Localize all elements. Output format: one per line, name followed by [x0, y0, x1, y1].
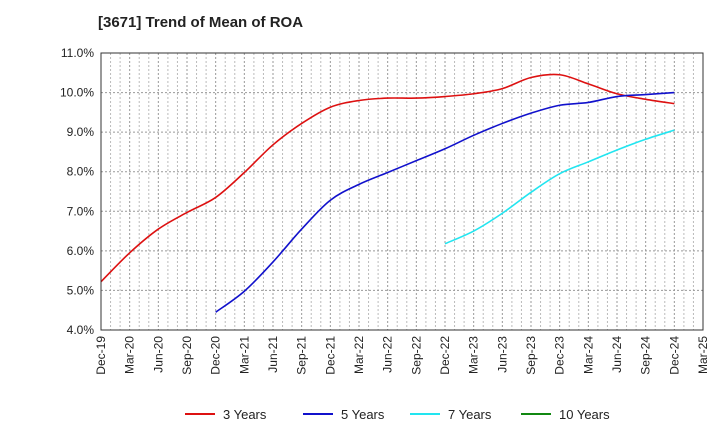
series-line-7-years — [444, 129, 675, 245]
chart-title: [3671] Trend of Mean of ROA — [98, 14, 304, 31]
legend-label: 10 Years — [559, 407, 610, 422]
x-tick-label: Mar-24 — [581, 336, 595, 374]
y-tick-label: 11.0% — [61, 46, 94, 60]
series-lines — [100, 73, 675, 313]
x-tick-labels: Dec-19 Mar-20 Jun-20 Sep-20 Dec-20 Mar-21 Jun-… — [94, 336, 710, 375]
legend-item-10-years: 10 Years — [521, 407, 610, 422]
x-tick-label: Dec-22 — [438, 336, 452, 375]
x-tick-label: Mar-21 — [237, 336, 251, 374]
x-tick-label: Dec-21 — [323, 336, 337, 375]
x-tick-label: Mar-23 — [467, 336, 481, 374]
y-tick-label: 4.0% — [67, 323, 95, 337]
x-tick-label: Dec-24 — [667, 336, 681, 375]
x-tick-label: Jun-21 — [266, 336, 280, 373]
plot-frame — [100, 52, 704, 331]
x-tick-label: Mar-20 — [123, 336, 137, 374]
x-tick-label: Sep-23 — [524, 336, 538, 375]
x-tick-label: Mar-25 — [696, 336, 710, 374]
series-line-5-years — [215, 91, 675, 313]
y-tick-label: 9.0% — [67, 125, 95, 139]
axes — [100, 52, 704, 331]
y-tick-label: 8.0% — [67, 165, 95, 179]
legend-item-7-years: 7 Years — [410, 407, 492, 422]
x-tick-label: Jun-23 — [495, 336, 509, 373]
y-tick-labels: 4.0% 5.0% 6.0% 7.0% 8.0% 9.0% 10.0% 11.0% — [60, 46, 94, 337]
y-tick-label: 10.0% — [60, 86, 94, 100]
grid — [100, 52, 704, 331]
y-tick-label: 7.0% — [67, 204, 95, 218]
legend-label: 5 Years — [341, 407, 385, 422]
x-tick-label: Jun-22 — [381, 336, 395, 373]
x-tick-label: Sep-22 — [409, 336, 423, 375]
y-tick-label: 5.0% — [67, 283, 95, 297]
y-tick-label: 6.0% — [67, 244, 95, 258]
legend-item-3-years: 3 Years — [185, 407, 267, 422]
series-line-3-years — [100, 73, 675, 283]
x-tick-label: Dec-19 — [94, 336, 108, 375]
legend: 3 Years 5 Years 7 Years 10 Years — [185, 407, 610, 422]
legend-item-5-years: 5 Years — [303, 407, 385, 422]
legend-label: 3 Years — [223, 407, 267, 422]
x-tick-label: Sep-24 — [639, 336, 653, 375]
x-tick-label: Sep-21 — [295, 336, 309, 375]
x-tick-label: Dec-20 — [209, 336, 223, 375]
x-tick-label: Jun-24 — [610, 336, 624, 373]
x-tick-label: Jun-20 — [151, 336, 165, 373]
x-tick-label: Sep-20 — [180, 336, 194, 375]
x-tick-label: Mar-22 — [352, 336, 366, 374]
legend-label: 7 Years — [448, 407, 492, 422]
x-tick-label: Dec-23 — [553, 336, 567, 375]
